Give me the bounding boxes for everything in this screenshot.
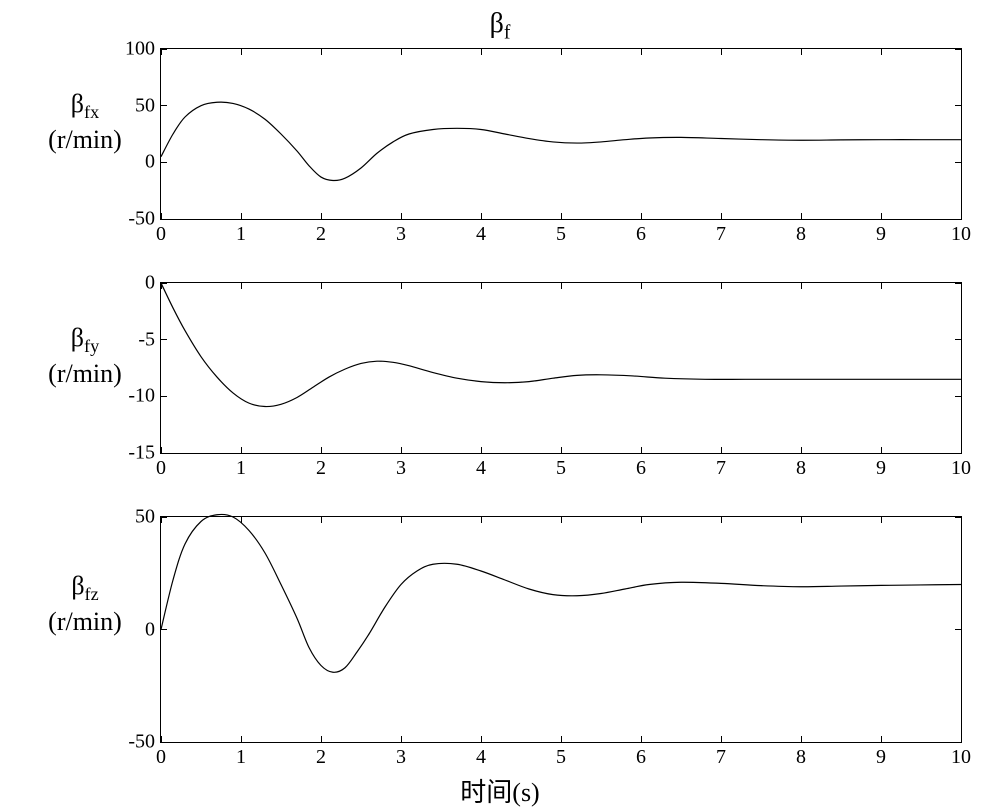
data-line [161,283,961,407]
figure: βf βfx(r/min)012345678910-50050100βfy(r/… [0,0,1000,810]
ytick-label: -10 [105,385,155,408]
xtick-label: 10 [941,746,981,769]
xtick-label: 4 [461,457,501,480]
xtick-label: 5 [541,457,581,480]
xtick-label: 7 [701,223,741,246]
xtick-label: 3 [381,457,421,480]
xtick-label: 8 [781,746,821,769]
xtick-label: 3 [381,746,421,769]
xtick-label: 7 [701,457,741,480]
xtick-label: 7 [701,746,741,769]
xtick-label: 9 [861,457,901,480]
ytick-label: -50 [105,208,155,231]
ytick-label: 0 [105,618,155,641]
xtick-label: 6 [621,223,661,246]
plot-area-bfy: 012345678910-15-10-50 [160,282,962,454]
ytick-label: 100 [105,38,155,61]
xtick-label: 3 [381,223,421,246]
curve-bfz [161,517,961,742]
xtick-label: 1 [221,457,261,480]
xtick-label: 8 [781,457,821,480]
xtick-label: 10 [941,223,981,246]
plot-area-bfx: 012345678910-50050100 [160,48,962,220]
x-axis-label: 时间(s) [0,772,1000,809]
xtick-label: 2 [301,223,341,246]
data-line [161,102,961,180]
xtick-label: 1 [221,746,261,769]
xtick-label: 8 [781,223,821,246]
xtick-label: 6 [621,457,661,480]
ytick-label: -5 [105,328,155,351]
main-title-sym: β [490,8,504,39]
xtick-label: 9 [861,746,901,769]
xtick-label: 10 [941,457,981,480]
ytick-label: 50 [105,506,155,529]
curve-bfx [161,49,961,219]
xtick-label: 4 [461,746,501,769]
xtick-label: 2 [301,746,341,769]
xtick-label: 2 [301,457,341,480]
main-title-sub: f [504,23,511,44]
xtick-label: 5 [541,746,581,769]
xtick-label: 9 [861,223,901,246]
ytick-label: 50 [105,94,155,117]
data-line [161,514,961,672]
ytick-label: -15 [105,442,155,465]
ytick-label: -50 [105,731,155,754]
xtick-label: 4 [461,223,501,246]
plot-area-bfz: 012345678910-50050 [160,516,962,743]
xtick-label: 1 [221,223,261,246]
y-label-symbol: βfz [20,570,150,606]
ytick-label: 0 [105,272,155,295]
xtick-label: 6 [621,746,661,769]
ytick-label: 0 [105,151,155,174]
xtick-label: 5 [541,223,581,246]
curve-bfy [161,283,961,453]
